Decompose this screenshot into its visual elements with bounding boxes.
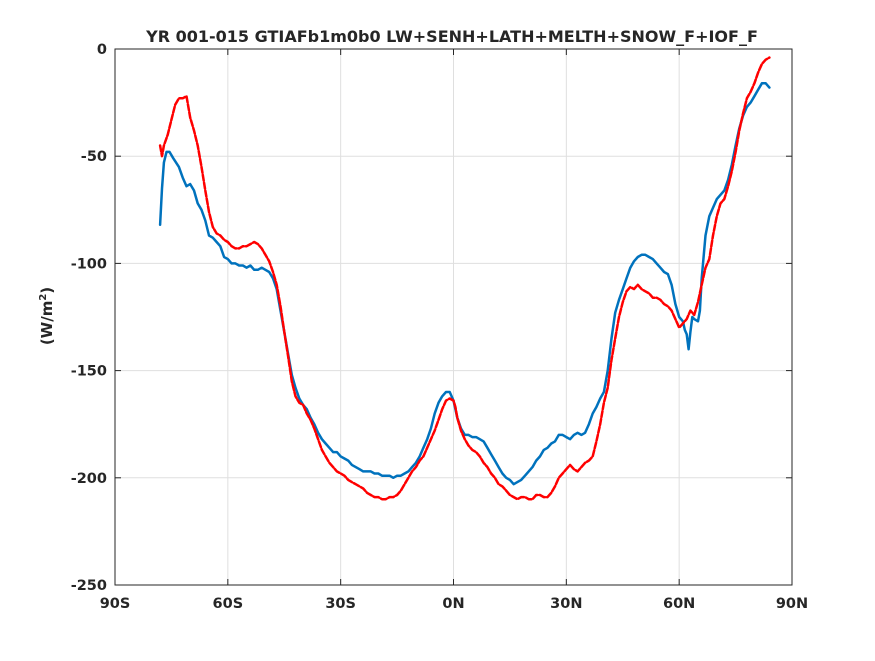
- chart-title: YR 001-015 GTIAFb1m0b0 LW+SENH+LATH+MELT…: [145, 27, 758, 46]
- y-axis-label: (W/m2): [38, 287, 56, 345]
- series-line-blue-solid: [158, 82, 771, 486]
- y-axis-label-superscript: 2: [38, 294, 49, 301]
- tick-marks: [114, 48, 793, 586]
- y-tick-label: -100: [71, 256, 107, 272]
- x-tick-label: 30S: [325, 596, 356, 612]
- y-tick-label: -200: [71, 471, 107, 487]
- y-tick-labels: -250 -200 -150 -100 -50 0: [71, 42, 107, 594]
- grid-lines: [114, 48, 793, 586]
- x-tick-label: 60N: [663, 596, 695, 612]
- y-axis-label-main: (W/m: [38, 301, 56, 346]
- x-tick-label: 60S: [213, 596, 244, 612]
- x-tick-labels: 90S 60S 30S 0N 30N 60N 90N: [100, 596, 808, 612]
- y-axis-label-close: ): [38, 287, 56, 294]
- data-series: [158, 56, 771, 501]
- series-line-red-dashed: [158, 56, 771, 501]
- y-tick-label: 0: [97, 42, 107, 58]
- x-tick-label: 90S: [100, 596, 131, 612]
- y-tick-label: -150: [71, 364, 107, 380]
- x-tick-label: 30N: [550, 596, 582, 612]
- y-tick-label: -250: [71, 578, 107, 594]
- x-tick-label: 0N: [442, 596, 464, 612]
- x-tick-label: 90N: [776, 596, 808, 612]
- y-tick-label: -50: [81, 149, 107, 165]
